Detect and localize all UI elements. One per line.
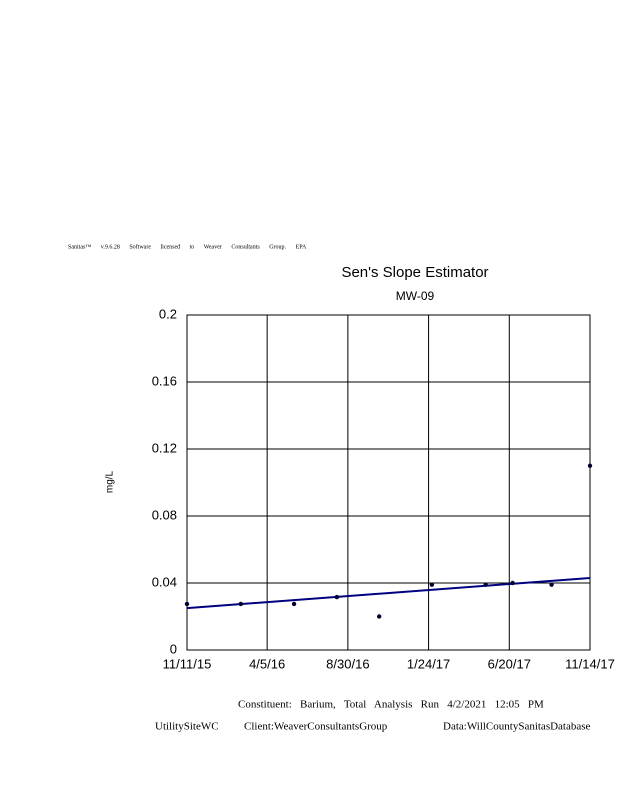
- footer-site: UtilitySiteWC: [155, 721, 219, 733]
- data-point: [184, 601, 190, 607]
- data-point: [334, 594, 340, 600]
- plot-frame: [186, 314, 591, 651]
- data-point: [238, 601, 244, 607]
- data-point: [291, 601, 297, 607]
- footer-data: Data:WillCountySanitasDatabase: [443, 721, 591, 733]
- y-tick-label: 0.04: [152, 574, 177, 589]
- data-point: [429, 582, 435, 587]
- data-point: [587, 463, 593, 468]
- x-tick-label: 11/11/15: [163, 656, 212, 671]
- data-point: [549, 582, 554, 587]
- y-tick-label: 0.08: [152, 507, 177, 522]
- data-point: [483, 582, 488, 587]
- y-axis-label: mg/L: [105, 470, 116, 493]
- header-note: Sanitas™ v.9.6.28 Software licensed to W…: [68, 243, 307, 250]
- x-tick-label: 1/24/17: [407, 656, 450, 671]
- data-point: [510, 580, 515, 586]
- y-tick-label: 0.12: [152, 440, 177, 455]
- data-point: [376, 614, 382, 619]
- chart-subtitle: MW-09: [396, 289, 435, 303]
- x-tick-label: 11/14/17: [565, 656, 615, 671]
- x-tick-label: 4/5/16: [249, 656, 285, 671]
- footer-constituent: Constituent: Barium, Total Analysis Run …: [238, 699, 544, 711]
- trend-line: [186, 576, 591, 610]
- y-tick-label: 0: [170, 641, 177, 656]
- y-tick-label: 0.16: [152, 373, 177, 388]
- x-tick-label: 8/30/16: [326, 656, 369, 671]
- chart-title: Sen's Slope Estimator: [341, 264, 488, 281]
- y-tick-label: 0.2: [159, 306, 177, 321]
- x-tick-label: 6/20/17: [488, 656, 531, 671]
- footer-client: Client:WeaverConsultantsGroup: [244, 721, 388, 733]
